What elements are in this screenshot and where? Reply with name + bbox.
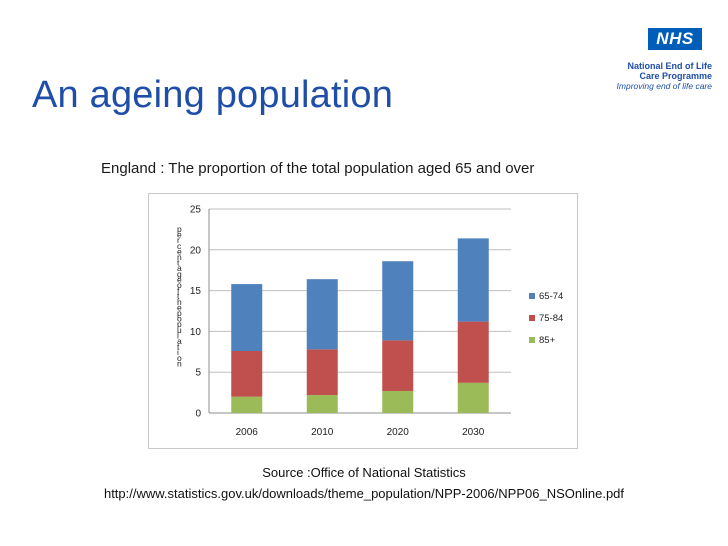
legend-swatch [529, 337, 535, 343]
bar-segment-65-74 [306, 279, 338, 350]
y-tick-label: 15 [190, 286, 202, 297]
bar-segment-85+ [457, 382, 489, 413]
slide-title: An ageing population [32, 74, 394, 116]
bar-segment-85+ [306, 395, 338, 413]
bar-segment-85+ [382, 390, 414, 413]
nhs-logo: NHS [648, 28, 702, 50]
y-tick-label: 20 [190, 245, 202, 256]
stacked-bar-chart: 0 5 10 15 20 25 p e r c e n t a g e o f t h e p o p u l a t i o n 2006 2… [177, 205, 563, 439]
bar-segment-75-84 [457, 321, 489, 383]
bar-segment-75-84 [382, 340, 414, 391]
legend-swatch [529, 293, 535, 299]
legend-label: 85+ [539, 335, 556, 346]
x-tick-label: 2020 [387, 427, 410, 438]
y-tick-label: 5 [195, 368, 201, 379]
chart-title: England : The proportion of the total po… [101, 160, 535, 177]
bar-segment-65-74 [231, 284, 263, 351]
chart-frame: 0 5 10 15 20 25 p e r c e n t a g e o f t h e p o p u l a t i o n 2006 2… [148, 193, 578, 449]
bar-segment-65-74 [382, 261, 414, 341]
programme-tagline: Improving end of life care [616, 81, 712, 91]
bar-segment-75-84 [231, 350, 263, 397]
bar-segment-65-74 [457, 238, 489, 322]
legend-label: 65-74 [539, 291, 563, 302]
y-tick-label: 10 [190, 327, 202, 338]
bar-segment-85+ [231, 396, 263, 413]
y-tick-label: 0 [195, 409, 201, 420]
legend-label: 75-84 [539, 313, 563, 324]
x-tick-label: 2006 [236, 427, 259, 438]
source-text: Source :Office of National Statistics [262, 465, 466, 480]
programme-name-line1: National End of Life [627, 61, 713, 71]
source-url: http://www.statistics.gov.uk/downloads/t… [103, 486, 625, 501]
x-tick-label: 2010 [311, 427, 334, 438]
bar-segment-75-84 [306, 349, 338, 396]
legend-swatch [529, 315, 535, 321]
programme-name-line2: Care Programme [639, 71, 712, 81]
y-tick-label: 25 [190, 205, 202, 216]
x-tick-label: 2030 [462, 427, 485, 438]
